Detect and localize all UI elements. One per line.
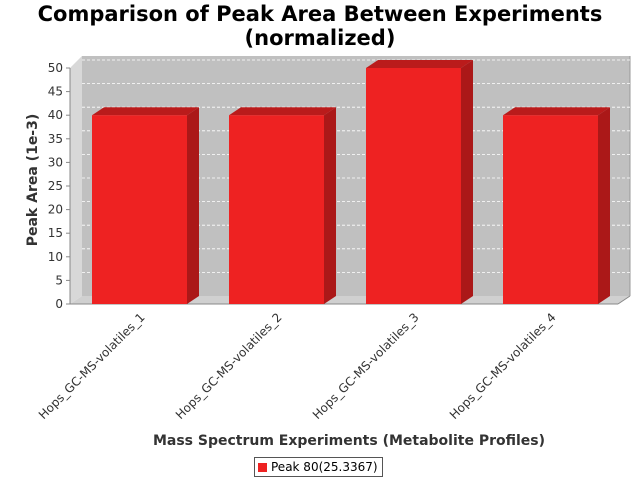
y-tick-label: 15 xyxy=(48,226,63,240)
plot-left-wall xyxy=(70,56,82,304)
plot-floor xyxy=(70,296,630,304)
chart-title-line-2: (normalized) xyxy=(244,26,396,50)
plot-back-wall xyxy=(82,56,630,296)
legend-swatch xyxy=(258,462,267,472)
plot-area xyxy=(70,56,631,305)
bar-side-face xyxy=(324,107,336,304)
bar-side-face xyxy=(187,107,199,304)
x-category-label: Hops_GC-MS-volatiles_3 xyxy=(310,310,422,422)
y-tick-label: 0 xyxy=(55,297,63,311)
y-tick-label: 25 xyxy=(48,179,63,193)
x-category-label: Hops_GC-MS-volatiles_1 xyxy=(36,310,148,422)
y-tick-label: 40 xyxy=(48,108,63,122)
x-category-label: Hops_GC-MS-volatiles_4 xyxy=(447,310,559,422)
y-axis-title: Peak Area (1e-3) xyxy=(25,114,41,247)
bar xyxy=(366,60,473,304)
floor-right-edge xyxy=(617,295,631,305)
y-tick-label: 30 xyxy=(48,155,63,169)
bar-front-face xyxy=(92,115,187,304)
y-tick-label: 35 xyxy=(48,132,63,146)
x-axis-title: Mass Spectrum Experiments (Metabolite Pr… xyxy=(153,433,545,449)
bar-front-face xyxy=(229,115,324,304)
y-tick-label: 45 xyxy=(48,85,63,99)
legend-label: Peak 80(25.3367) xyxy=(271,460,378,474)
chart-title-line-1: Comparison of Peak Area Between Experime… xyxy=(37,2,603,26)
x-axis-labels: Hops_GC-MS-volatiles_1 Hops_GC-MS-volatil… xyxy=(36,310,559,422)
bar xyxy=(229,107,336,304)
bar-side-face xyxy=(598,107,610,304)
bar-top-face xyxy=(229,107,336,116)
bar-side-face xyxy=(461,60,473,304)
y-tick-label: 5 xyxy=(55,273,63,287)
bar-top-face xyxy=(92,107,199,116)
bar-front-face xyxy=(366,68,461,304)
bar-top-face xyxy=(366,60,473,68)
y-tick-label: 20 xyxy=(48,203,63,217)
chart-title: Comparison of Peak Area Between Experime… xyxy=(0,2,640,50)
x-category-label: Hops_GC-MS-volatiles_2 xyxy=(173,310,285,422)
bar xyxy=(503,107,610,304)
y-tick-label: 10 xyxy=(48,250,63,264)
bar xyxy=(92,107,199,304)
y-tick-label: 50 xyxy=(48,61,63,75)
bar-front-face xyxy=(503,115,598,304)
bar-top-face xyxy=(503,107,610,116)
y-axis: 0 5 10 15 20 25 30 35 40 45 50 xyxy=(48,61,71,311)
legend: Peak 80(25.3367) xyxy=(254,457,383,477)
bars xyxy=(92,60,610,304)
